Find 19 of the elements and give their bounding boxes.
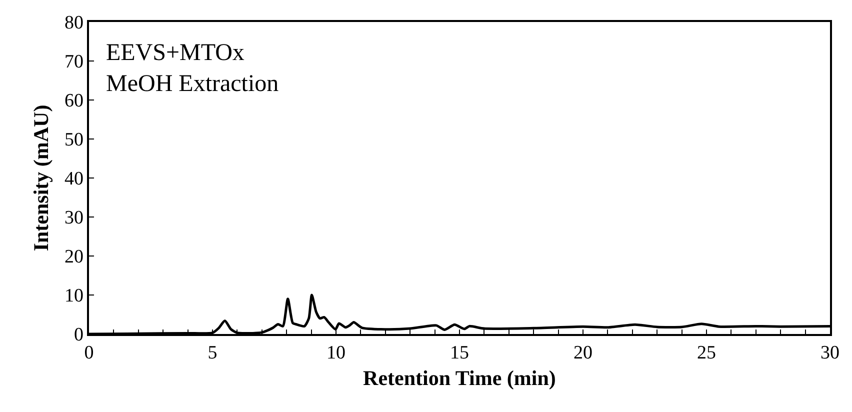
y-tick-label: 40 (64, 168, 84, 190)
y-tick-label: 30 (64, 208, 84, 229)
x-tick-label: 15 (450, 342, 469, 364)
x-tick-label: 20 (574, 342, 592, 364)
y-tick-label: 50 (64, 130, 84, 151)
y-tick-label: 80 (64, 12, 84, 34)
y-axis-title: Intensity (mAU) (29, 104, 54, 252)
y-tick-label: 60 (64, 90, 84, 112)
x-tick-label: 5 (208, 342, 218, 364)
y-tick-label: 20 (64, 246, 84, 268)
x-axis-title: Retention Time (min) (363, 366, 556, 390)
x-tick-label: 10 (326, 342, 346, 364)
x-tick-label: 30 (820, 342, 840, 364)
y-tick-label: 70 (64, 52, 84, 73)
y-tick-label: 0 (74, 324, 84, 346)
x-tick-label: 25 (697, 342, 716, 364)
annotation: EEVS+MTOx (106, 40, 244, 66)
annotation: MeOH Extraction (106, 71, 279, 97)
y-tick-label: 10 (64, 286, 84, 307)
